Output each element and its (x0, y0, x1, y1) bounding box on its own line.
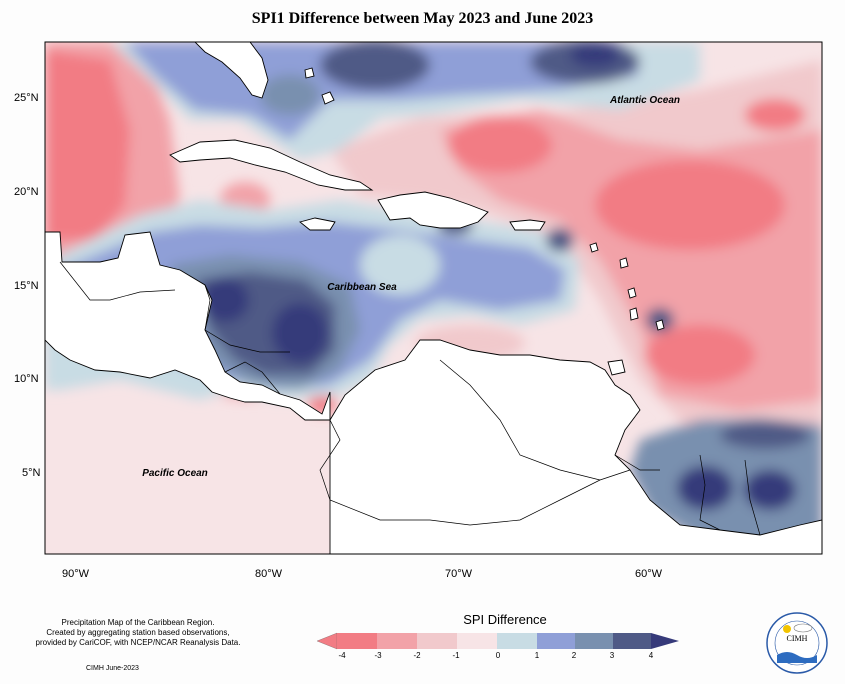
legend-title: SPI Difference (463, 612, 547, 627)
legend-tick-3: 3 (609, 651, 615, 660)
legend-arrow-right (651, 633, 679, 649)
legend-tick-0: 0 (495, 651, 501, 660)
country-borders (59, 261, 761, 536)
label-atlantic-ocean: Atlantic Ocean (609, 95, 680, 106)
map-notes: Precipitation Map of the Caribbean Regio… (18, 618, 258, 648)
cimh-logo (766, 612, 828, 674)
notes-line-1: Precipitation Map of the Caribbean Regio… (61, 618, 215, 627)
lon-label-80w: 80°W (255, 568, 283, 580)
legend-tick-2: 2 (571, 651, 577, 660)
lat-label-15n: 15°N (14, 280, 39, 292)
legend-tick-m3: -3 (374, 651, 382, 660)
legend-arrow-left (316, 632, 338, 650)
label-caribbean-sea: Caribbean Sea (327, 282, 397, 293)
lon-label-60w: 60°W (635, 568, 663, 580)
legend-tick-m2: -2 (413, 651, 421, 660)
legend-swatch-0 (337, 633, 377, 649)
lon-label-70w: 70°W (445, 568, 473, 580)
label-pacific-ocean: Pacific Ocean (142, 468, 208, 479)
legend-swatch-3 (457, 633, 497, 649)
legend-swatch-7 (613, 633, 651, 649)
legend-tick-m4: -4 (338, 651, 346, 660)
notes-line-3: provided by CariCOF, with NCEP/NCAR Rean… (35, 638, 241, 647)
legend-swatch-4 (497, 633, 537, 649)
lat-label-5n: 5°N (22, 467, 41, 479)
legend-tick-1: 1 (534, 651, 540, 660)
lat-label-10n: 10°N (14, 373, 39, 385)
legend-swatch-5 (537, 633, 575, 649)
legend-tick-4: 4 (648, 651, 654, 660)
notes-line-2: Created by aggregating station based obs… (46, 628, 230, 637)
logo-text: CIMH (786, 634, 808, 643)
lat-label-20n: 20°N (14, 186, 39, 198)
legend-swatch-6 (575, 633, 613, 649)
legend-swatch-2 (417, 633, 457, 649)
map-title: SPI1 Difference between May 2023 and Jun… (251, 10, 594, 27)
frame-ticks (75, 554, 648, 560)
map-frame (44, 41, 823, 555)
credit-text: CIMH June-2023 (86, 665, 139, 672)
legend-swatch-1 (377, 633, 417, 649)
land-masses (45, 42, 822, 554)
lon-label-90w: 90°W (62, 568, 90, 580)
legend-colorbar (316, 632, 679, 650)
legend-tick-m1: -1 (452, 651, 460, 660)
lat-label-25n: 25°N (14, 92, 39, 104)
